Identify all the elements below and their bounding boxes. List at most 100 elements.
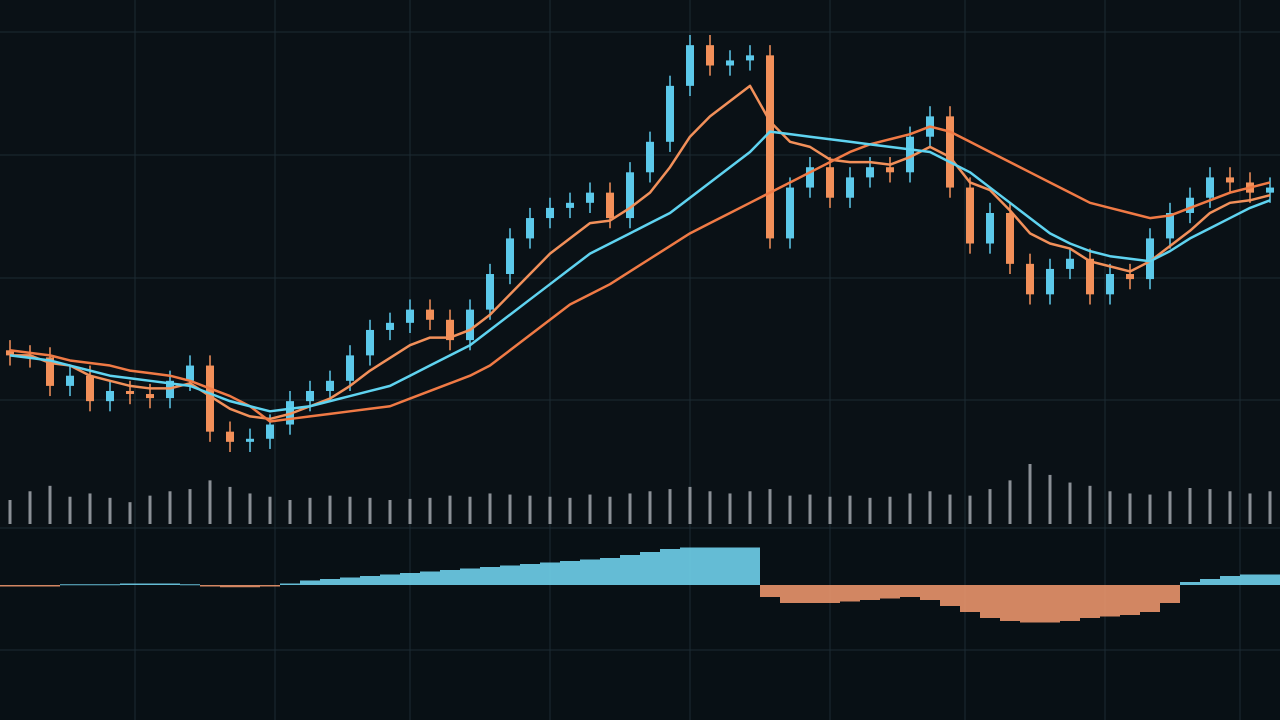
histogram-bar	[440, 570, 460, 585]
candle-body	[6, 350, 14, 356]
histogram-bar	[360, 576, 380, 585]
candle-body	[1046, 268, 1054, 295]
volume-bar	[1048, 474, 1052, 524]
histogram-bar	[20, 585, 40, 587]
candle-body	[366, 329, 374, 356]
candle-body	[266, 424, 274, 439]
volume-bar	[428, 497, 432, 524]
volume-bar	[888, 496, 892, 524]
histogram-bar	[780, 585, 800, 603]
volume-bar	[1148, 494, 1152, 524]
candle-body	[186, 365, 194, 381]
histogram-bar	[880, 585, 900, 599]
candle-body	[846, 177, 854, 198]
volume-bar	[668, 489, 672, 524]
histogram-bar	[340, 577, 360, 585]
candle-body	[566, 202, 574, 208]
candle-body	[1066, 258, 1074, 269]
candle-body	[946, 116, 954, 188]
histogram-bar	[740, 547, 760, 585]
histogram-bar	[720, 547, 740, 585]
candle-body	[606, 192, 614, 219]
histogram-bar	[200, 585, 220, 587]
candle-body	[786, 187, 794, 239]
candle-body	[686, 45, 694, 86]
volume-bar	[588, 494, 592, 524]
volume-bar	[128, 502, 132, 524]
volume-bar	[988, 489, 992, 524]
moving-average-line	[10, 84, 1271, 421]
volume-bar	[948, 494, 952, 524]
histogram-bar	[840, 585, 860, 602]
volume-bar	[788, 495, 792, 524]
histogram-bar	[1200, 579, 1220, 585]
candle-body	[1266, 187, 1274, 193]
volume-bar	[548, 496, 552, 524]
histogram-bar	[460, 568, 480, 585]
candle-body	[966, 187, 974, 244]
histogram-bar	[800, 585, 820, 603]
volume-bar	[648, 491, 652, 524]
candle-body	[1186, 197, 1194, 213]
histogram-bar	[280, 583, 300, 585]
candle-body	[666, 85, 674, 142]
volume-bar	[268, 496, 272, 524]
histogram-bar	[160, 583, 180, 585]
histogram-bar	[1220, 576, 1240, 585]
volume-bar	[448, 495, 452, 524]
volume-bar	[1228, 491, 1232, 524]
candle-body	[866, 167, 874, 178]
candle-body	[1146, 238, 1154, 280]
candle-body	[326, 380, 334, 391]
histogram-bar	[1000, 585, 1020, 621]
volume-bar	[1248, 493, 1252, 524]
candle-body	[1226, 177, 1234, 183]
histogram-bar	[580, 559, 600, 585]
volume-bar	[528, 495, 532, 524]
candle-body	[226, 431, 234, 442]
volume-bar	[708, 491, 712, 524]
candle-body	[746, 55, 754, 61]
histogram-bar	[860, 585, 880, 600]
histogram-bar	[480, 567, 500, 585]
volume-bar	[28, 491, 32, 524]
histogram-bar	[420, 571, 440, 585]
volume-bar	[168, 491, 172, 524]
candle-body	[486, 274, 494, 310]
candle-body	[446, 319, 454, 341]
histogram-bar	[1260, 574, 1280, 585]
volume-bar	[808, 494, 812, 524]
histogram-bar	[300, 580, 320, 585]
volume-bar	[748, 491, 752, 524]
volume-bar	[568, 497, 572, 524]
volume-bar	[248, 493, 252, 524]
histogram-bar	[320, 579, 340, 585]
histogram-bar	[760, 585, 780, 597]
histogram-bar	[680, 547, 700, 585]
histogram-bar	[80, 584, 100, 586]
histogram-bar	[520, 564, 540, 585]
volume-bar	[368, 497, 372, 524]
histogram-bar	[60, 584, 80, 586]
histogram-bar	[960, 585, 980, 612]
volume-bar	[608, 496, 612, 524]
volume-bar	[8, 500, 12, 524]
volume-bar	[908, 493, 912, 524]
histogram-bar	[400, 573, 420, 585]
volume-bar	[88, 493, 92, 524]
histogram-bar	[660, 549, 680, 585]
candle-body	[246, 438, 254, 442]
volume-bar	[1008, 480, 1012, 524]
candle-body	[526, 218, 534, 239]
candle-body	[1086, 258, 1094, 295]
volume-bar	[1168, 491, 1172, 524]
volume-bar	[928, 491, 932, 524]
volume-bar	[828, 496, 832, 524]
histogram-bar	[500, 565, 520, 585]
candle-body	[706, 45, 714, 66]
candle-body	[406, 309, 414, 323]
moving-average-line	[9, 130, 1271, 413]
histogram-bar	[1080, 585, 1100, 618]
